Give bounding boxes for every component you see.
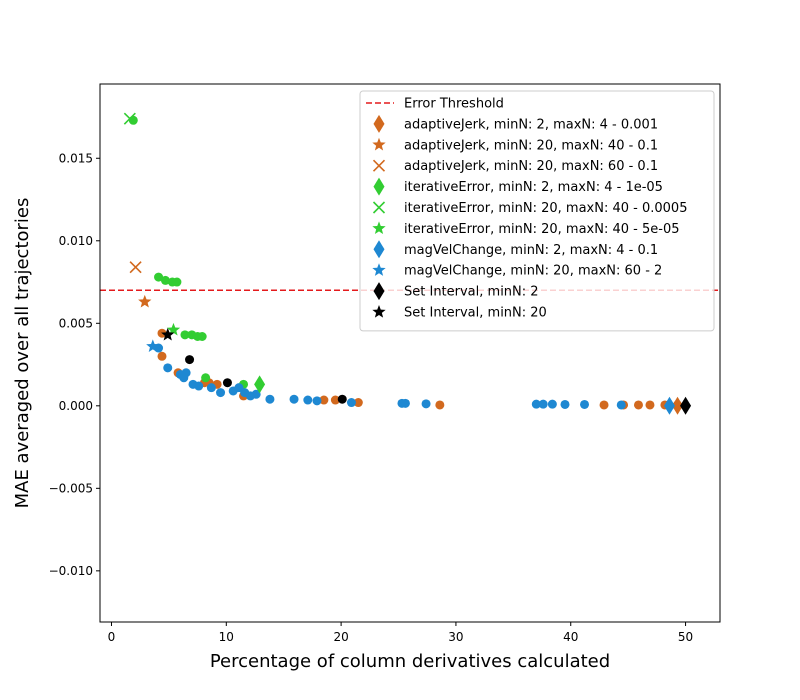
data-point-s6-18 xyxy=(346,398,356,408)
data-point-s6-24 xyxy=(547,399,557,409)
legend-label: magVelChange, minN: 2, maxN: 4 - 0.1 xyxy=(404,243,658,258)
data-point-s6-16 xyxy=(303,395,313,405)
y-tick-label: 0.000 xyxy=(59,399,93,413)
data-point-s6-23 xyxy=(538,399,548,409)
data-point-s0-9 xyxy=(353,398,363,408)
data-point-s0-10 xyxy=(435,400,445,410)
data-point-s8-1 xyxy=(222,378,232,388)
data-point-s6-17 xyxy=(312,396,322,406)
data-point-s6-14 xyxy=(265,394,275,404)
legend-box xyxy=(359,90,715,332)
data-point-s0-1 xyxy=(157,351,167,361)
x-tick-label: 20 xyxy=(333,630,348,644)
y-tick-label: −0.005 xyxy=(49,481,93,495)
x-axis-label: Percentage of column derivatives calcula… xyxy=(210,651,610,672)
series-marker-s8-0 xyxy=(680,396,692,415)
y-tick-label: 0.015 xyxy=(59,151,93,165)
x-tick-label: 0 xyxy=(108,630,116,644)
legend-label: Error Threshold xyxy=(404,97,504,112)
data-point-s0-7 xyxy=(319,395,329,405)
legend: Error Threshold adaptiveJerk, minN: 2, ma… xyxy=(359,90,715,332)
legend-label: Set Interval, minN: 2 xyxy=(404,285,539,300)
legend-label: adaptiveJerk, minN: 20, maxN: 40 - 0.1 xyxy=(404,138,658,153)
data-point-s6-20 xyxy=(400,398,410,408)
data-point-s6-15 xyxy=(289,394,299,404)
y-tick-label: 0.005 xyxy=(59,316,93,330)
x-tick-label: 50 xyxy=(678,630,693,644)
legend-marker-9 xyxy=(372,305,386,318)
legend-marker-7 xyxy=(372,263,386,276)
data-point-s6-8 xyxy=(216,388,226,398)
legend-marker-4 xyxy=(372,201,386,214)
data-point-s3-8 xyxy=(197,331,207,341)
data-point-s6-6 xyxy=(194,381,204,391)
data-point-s0-13 xyxy=(633,400,643,410)
data-point-s3-5 xyxy=(180,330,190,340)
data-point-s6-22 xyxy=(531,399,541,409)
legend-marker-3 xyxy=(373,177,385,196)
series-marker-s4-0 xyxy=(123,112,136,125)
x-axis-ticks: 0 10 20 30 40 50 xyxy=(108,622,693,644)
data-point-s6-1 xyxy=(163,363,173,373)
data-point-s8-2 xyxy=(337,394,347,404)
legend-label: magVelChange, minN: 20, maxN: 60 - 2 xyxy=(404,264,662,279)
data-point-s6-25 xyxy=(560,399,570,409)
y-axis-ticks: −0.010 −0.005 0.000 0.005 0.010 0.015 xyxy=(49,151,100,578)
data-point-s6-27 xyxy=(616,400,626,410)
x-tick-label: 40 xyxy=(563,630,578,644)
y-axis-label: MAE averaged over all trajectories xyxy=(12,198,33,509)
series-marker-s3-0 xyxy=(254,375,266,394)
data-point-s6-13 xyxy=(251,389,261,399)
legend-marker-8 xyxy=(373,282,385,301)
data-point-s3-4 xyxy=(172,277,182,287)
series-marker-s9-0 xyxy=(161,327,175,341)
x-tick-label: 30 xyxy=(448,630,463,644)
legend-label: iterativeError, minN: 20, maxN: 40 - 0.0… xyxy=(404,201,687,216)
x-tick-label: 10 xyxy=(219,630,234,644)
axes-frame xyxy=(99,83,721,623)
data-point-s8-0 xyxy=(185,355,195,365)
data-point-s6-4 xyxy=(181,368,191,378)
data-point-s6-26 xyxy=(580,399,590,409)
data-point-s0-8 xyxy=(330,395,340,405)
data-point-s3-9 xyxy=(201,373,211,383)
legend-label: iterativeError, minN: 20, maxN: 40 - 5e-… xyxy=(404,222,680,237)
series-marker-s1-0 xyxy=(138,294,152,308)
legend-label: adaptiveJerk, minN: 2, maxN: 4 - 0.001 xyxy=(404,117,658,132)
legend-marker-6 xyxy=(373,240,385,259)
series-marker-s2-0 xyxy=(129,261,142,274)
legend-marker-1 xyxy=(372,137,386,151)
y-tick-label: 0.010 xyxy=(59,234,93,248)
data-point-s0-14 xyxy=(645,400,655,410)
series-marker-s7-0 xyxy=(146,339,160,353)
legend-marker-2 xyxy=(372,159,386,172)
data-point-s3-1 xyxy=(154,272,164,282)
series-marker-s0-0 xyxy=(672,396,684,415)
y-tick-label: −0.010 xyxy=(49,564,93,578)
legend-label: adaptiveJerk, minN: 20, maxN: 60 - 0.1 xyxy=(404,159,658,174)
series-marker-s6-0 xyxy=(663,396,675,415)
data-point-s0-11 xyxy=(599,400,609,410)
legend-label: iterativeError, minN: 2, maxN: 4 - 1e-05 xyxy=(404,180,663,195)
data-point-s3-2 xyxy=(160,275,170,285)
data-point-s6-21 xyxy=(421,399,431,409)
data-point-s3-0 xyxy=(128,115,138,125)
legend-marker-5 xyxy=(372,221,386,235)
series-marker-s5-0 xyxy=(166,322,181,336)
data-point-s6-7 xyxy=(206,383,216,393)
legend-marker-0 xyxy=(373,114,385,133)
plot-marks xyxy=(100,112,720,415)
legend-label: Set Interval, minN: 20 xyxy=(404,306,547,321)
